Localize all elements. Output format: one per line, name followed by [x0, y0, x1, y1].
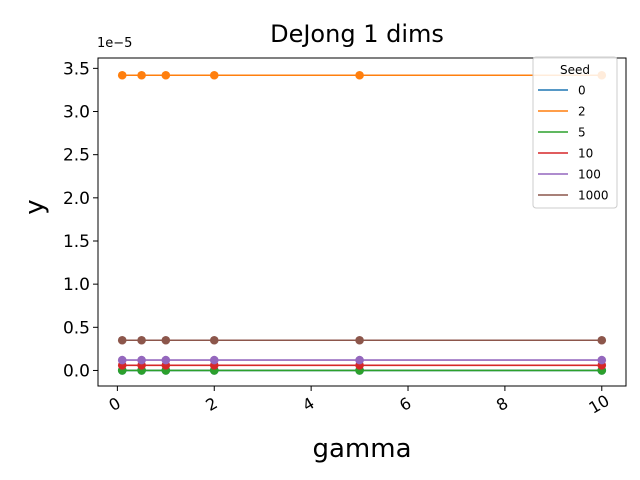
data-point-100-0: [117, 355, 127, 365]
legend-title: Seed: [560, 63, 590, 77]
series-1000: [117, 335, 607, 345]
data-point-2-2: [161, 70, 171, 80]
y-tick-label: 0.0: [63, 361, 90, 381]
axes-frame: [97, 57, 627, 387]
plot-area: [97, 57, 627, 387]
y-axis: 0.0 0.5 1.0 1.5 2.0 2.5 3.0 3.5: [63, 59, 98, 381]
chart-title: DeJong 1 dims: [270, 20, 444, 48]
data-point-1000-1: [137, 335, 146, 345]
series-100: [117, 355, 607, 365]
y-tick-label: 3.0: [63, 103, 90, 123]
legend-label: 0: [578, 84, 586, 98]
legend-label: 5: [578, 126, 586, 140]
legend-box: [532, 56, 618, 209]
legend-item-2: 2: [538, 105, 586, 119]
data-point-100-1: [137, 355, 146, 365]
legend-label: 10: [578, 147, 593, 161]
data-point-100-4: [355, 355, 364, 365]
data-point-2-3: [209, 70, 219, 80]
data-point-100-5: [597, 355, 607, 365]
y-axis-offset-text: 1e−5: [97, 36, 132, 51]
y-tick-label: 1.0: [63, 275, 90, 295]
legend-items: 0 2 5 10 100 1000: [538, 84, 609, 203]
legend-label: 2: [578, 105, 586, 119]
data-point-1000-0: [117, 335, 127, 345]
legend-item-100: 100: [538, 168, 601, 182]
y-tick-label: 1.5: [63, 232, 90, 252]
legend-item-5: 5: [538, 126, 586, 140]
data-point-1000-3: [209, 335, 219, 345]
legend-item-10: 10: [538, 147, 593, 161]
data-point-1000-4: [355, 335, 364, 345]
data-point-2-0: [117, 70, 127, 80]
y-tick-label: 0.5: [63, 318, 90, 338]
data-point-1000-2: [161, 335, 171, 345]
y-axis-label: y: [20, 199, 50, 214]
data-point-2-4: [355, 70, 364, 80]
y-tick-label: 2.5: [63, 146, 90, 166]
legend-item-1000: 1000: [538, 189, 609, 203]
y-tick-label: 3.5: [63, 59, 90, 79]
data-point-2-1: [137, 70, 146, 80]
data-point-1000-5: [597, 335, 607, 345]
legend: Seed 0 2 5 10 100 1000: [532, 56, 618, 209]
x-axis-label: gamma: [312, 434, 411, 464]
series-layer: [117, 70, 607, 375]
legend-item-0: 0: [538, 84, 586, 98]
legend-label: 1000: [578, 189, 609, 203]
legend-label: 100: [578, 168, 601, 182]
data-point-100-2: [161, 355, 171, 365]
data-point-100-3: [209, 355, 219, 365]
y-tick-label: 2.0: [63, 189, 90, 209]
